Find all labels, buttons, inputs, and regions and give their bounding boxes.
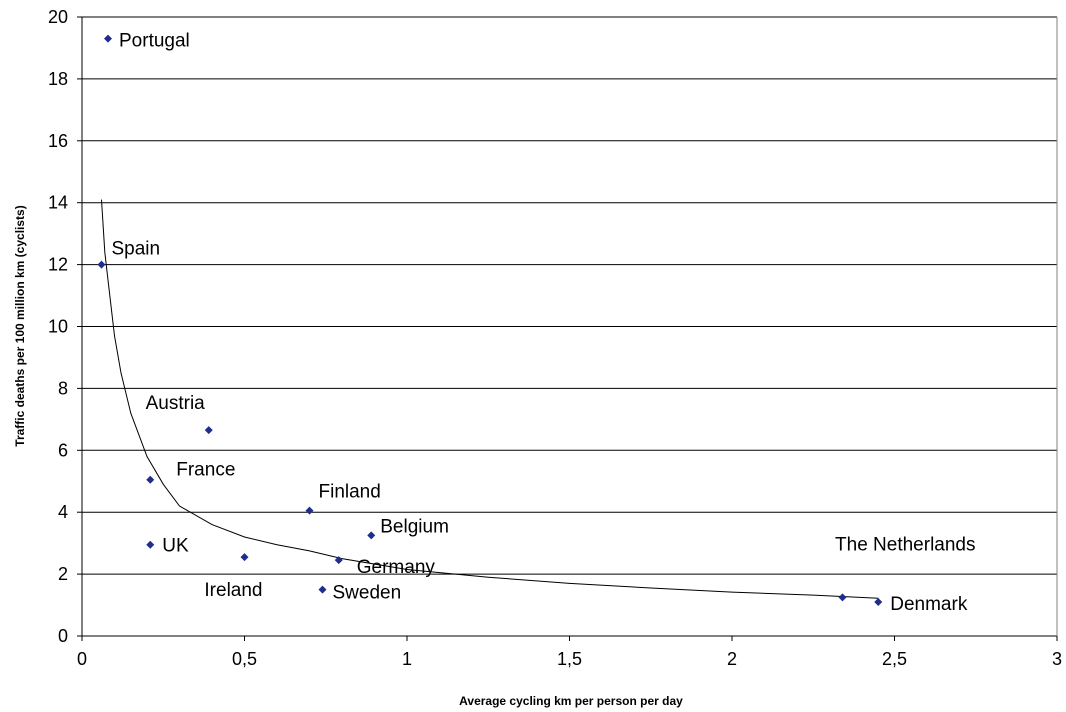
y-tick-label: 4 [58, 502, 68, 522]
y-tick-label: 18 [48, 69, 68, 89]
data-point [318, 585, 327, 594]
y-tick-label: 12 [48, 255, 68, 275]
data-label: Spain [112, 239, 161, 260]
x-tick-label: 1 [402, 649, 412, 669]
x-tick-label: 0 [77, 649, 87, 669]
y-tick-label: 10 [48, 317, 68, 337]
data-label: The Netherlands [835, 534, 975, 555]
data-label: Denmark [890, 594, 968, 615]
data-label: Austria [146, 393, 206, 414]
data-point [874, 597, 883, 606]
x-axis-label: Average cycling km per person per day [459, 694, 683, 708]
trendline [101, 199, 879, 599]
data-point [204, 426, 213, 435]
gridlines [82, 16, 1057, 575]
x-tick-label: 0,5 [232, 649, 257, 669]
data-point [97, 260, 106, 269]
data-point [146, 540, 155, 549]
data-point [838, 593, 847, 602]
data-point [334, 556, 343, 565]
data-point [104, 34, 112, 43]
point-labels: Portugal Spain Austria France UK Ireland Finla… [112, 31, 976, 615]
x-tick-label: 1,5 [557, 649, 582, 669]
y-tick-label: 14 [48, 193, 68, 213]
y-tick-labels: 0 2 4 6 8 10 12 14 16 18 20 [48, 7, 68, 646]
data-point [367, 531, 376, 540]
data-points [97, 34, 883, 606]
data-label: Portugal [119, 31, 190, 52]
y-tick-label: 8 [58, 378, 68, 398]
y-axis-label: Traffic deaths per 100 million km (cycli… [13, 205, 27, 446]
data-label: Belgium [380, 516, 449, 537]
data-label: Finland [319, 482, 381, 503]
x-tick-label: 2,5 [882, 649, 907, 669]
y-tick-label: 16 [48, 131, 68, 151]
data-label: Sweden [333, 583, 402, 604]
data-label: France [176, 460, 235, 481]
y-tick-label: 0 [58, 626, 68, 646]
x-tick-label: 3 [1052, 649, 1062, 669]
x-tick-label: 2 [727, 649, 737, 669]
data-point [146, 475, 155, 484]
data-label: UK [162, 536, 189, 557]
data-point [305, 506, 314, 515]
axes [77, 16, 1058, 641]
y-tick-label: 20 [48, 7, 68, 27]
data-label: Ireland [204, 580, 262, 601]
data-point [240, 553, 249, 562]
y-tick-label: 6 [58, 440, 68, 460]
y-tick-label: 2 [58, 564, 68, 584]
data-label: Germany [357, 557, 436, 578]
x-tick-labels: 0 0,5 1 1,5 2 2,5 3 [77, 649, 1062, 669]
